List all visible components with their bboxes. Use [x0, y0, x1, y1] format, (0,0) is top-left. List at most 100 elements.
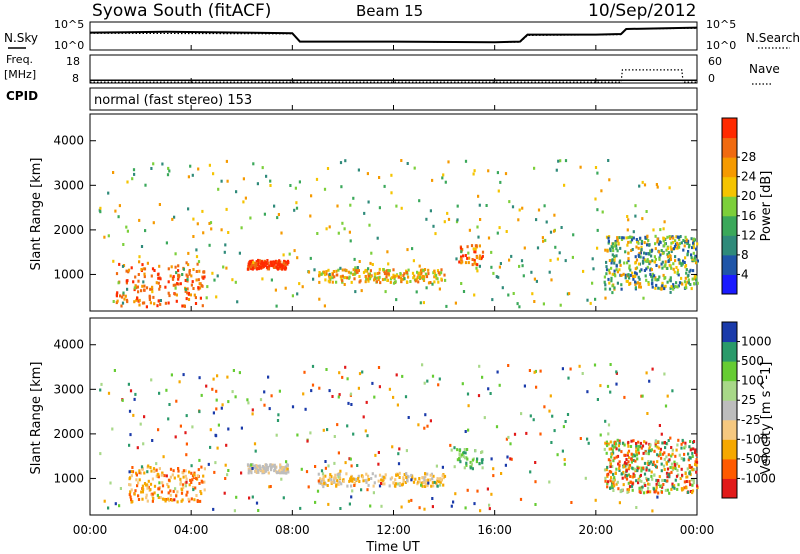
velocity-point: [470, 462, 473, 466]
velocity-point: [603, 468, 607, 472]
power-point: [409, 280, 412, 283]
velocity-point: [668, 458, 671, 462]
velocity-point: [684, 472, 687, 475]
velocity-point: [167, 491, 170, 495]
velocity-colorbar-segment: [722, 478, 737, 499]
velocity-point: [155, 474, 158, 478]
power-point: [497, 275, 500, 279]
power-point: [378, 275, 381, 279]
power-point: [143, 275, 146, 279]
x-tick-label: 00:00: [73, 523, 108, 537]
power-point: [691, 277, 694, 281]
velocity-point: [351, 479, 354, 483]
velocity-point: [382, 475, 386, 479]
power-point: [157, 272, 160, 276]
power-point: [677, 258, 680, 262]
power-point: [660, 249, 663, 252]
velocity-point: [336, 479, 339, 483]
velocity-point: [623, 465, 626, 468]
velocity-point: [606, 485, 609, 489]
velocity-point: [205, 384, 208, 388]
power-point: [672, 247, 675, 251]
power-point: [613, 261, 616, 265]
velocity-point: [532, 418, 535, 422]
power-point: [405, 271, 408, 274]
power-point: [646, 234, 649, 238]
velocity-point: [158, 467, 161, 471]
power-point: [118, 204, 121, 208]
power-point: [608, 259, 611, 262]
power-point: [481, 254, 484, 258]
velocity-point: [170, 373, 173, 377]
power-point: [682, 239, 685, 242]
velocity-point: [389, 477, 392, 481]
power-point: [476, 263, 479, 267]
velocity-point: [333, 435, 336, 438]
velocity-point: [625, 477, 629, 481]
power-point: [224, 243, 227, 247]
velocity-point: [232, 369, 235, 372]
velocity-point: [651, 367, 654, 371]
power-point: [265, 174, 268, 178]
velocity-point: [191, 425, 194, 429]
power-point: [645, 210, 648, 213]
velocity-point: [174, 435, 177, 439]
velocity-point: [145, 496, 148, 500]
power-point: [423, 275, 426, 279]
power-point: [364, 280, 367, 284]
power-point: [257, 267, 260, 271]
power-point: [276, 260, 279, 264]
velocity-point: [211, 387, 214, 391]
velocity-point: [423, 478, 426, 482]
velocity-point: [523, 384, 526, 388]
power-point: [374, 272, 377, 276]
power-point: [640, 248, 643, 252]
power-point: [353, 257, 356, 261]
velocity-point: [135, 473, 138, 477]
power-point: [441, 176, 444, 180]
velocity-point: [464, 451, 467, 455]
power-point: [281, 266, 284, 269]
power-point: [620, 238, 624, 241]
power-colorbar-segment: [722, 118, 737, 139]
velocity-point: [488, 503, 491, 507]
velocity-point: [660, 456, 663, 460]
velocity-point: [365, 400, 368, 404]
velocity-point: [151, 439, 154, 442]
velocity-point: [639, 441, 642, 445]
power-point: [607, 277, 610, 281]
power-point: [466, 245, 469, 249]
power-point: [225, 207, 228, 211]
power-point: [195, 270, 198, 273]
velocity-point: [196, 474, 199, 478]
power-point: [153, 302, 156, 306]
freq-left-tick-low: 8: [72, 72, 79, 85]
power-point: [656, 185, 659, 189]
velocity-point: [173, 498, 176, 502]
velocity-point: [414, 477, 417, 481]
velocity-point: [339, 469, 342, 473]
velocity-colorbar-tick-label: 500: [741, 354, 764, 368]
velocity-point: [624, 464, 627, 468]
power-point: [549, 230, 553, 234]
velocity-point: [656, 453, 659, 457]
velocity-point: [691, 489, 695, 493]
power-point: [427, 272, 430, 276]
velocity-point: [437, 383, 440, 387]
x-tick-label: 12:00: [376, 523, 411, 537]
power-point: [518, 264, 521, 268]
power-point: [550, 278, 553, 282]
power-ytick-label: 3000: [53, 178, 84, 192]
power-point: [327, 279, 330, 283]
power-point: [511, 205, 515, 209]
power-point: [649, 272, 652, 276]
velocity-point: [147, 479, 150, 483]
velocity-point: [133, 492, 136, 496]
velocity-point: [644, 484, 647, 487]
velocity-point: [441, 465, 444, 469]
power-point: [210, 227, 213, 231]
power-point: [657, 278, 660, 282]
power-point: [202, 270, 205, 274]
velocity-point: [627, 473, 630, 477]
power-point: [262, 262, 266, 266]
